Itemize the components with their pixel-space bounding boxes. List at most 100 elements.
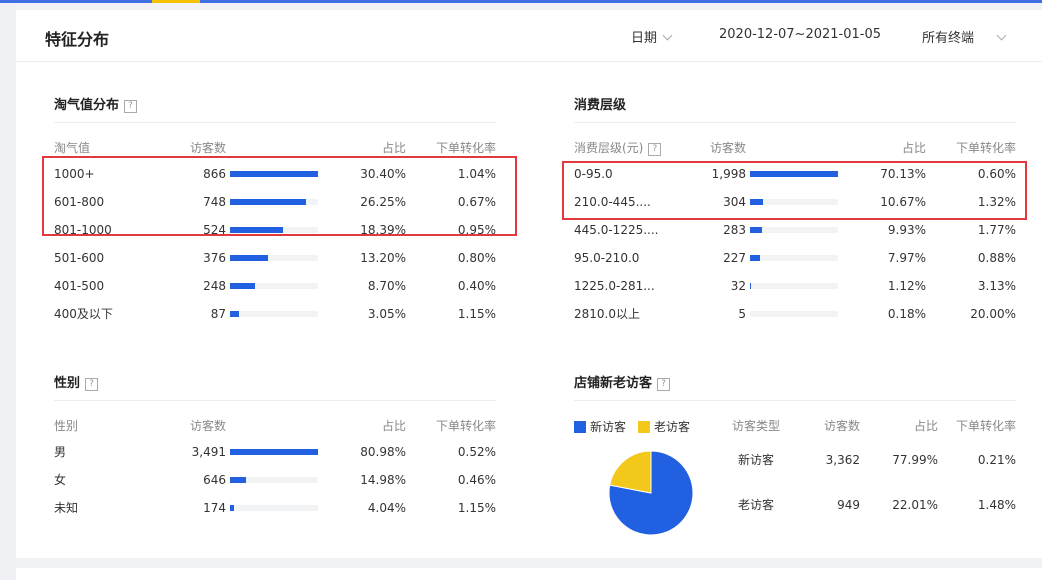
highlight-box-consumption [562, 161, 1027, 220]
help-icon[interactable]: ? [657, 378, 671, 391]
row-label: 女 [54, 473, 67, 487]
row-visitors: 227 [723, 251, 746, 265]
visitor-bar-fill [750, 255, 760, 261]
column-header: 访客类型 [732, 419, 781, 433]
row-visitors: 1,998 [711, 167, 746, 181]
row-share: 70.13% [880, 167, 926, 181]
section-title-text: 淘气值分布 [54, 98, 120, 113]
table-row[interactable]: 401-500 248 8.70% 0.40% [54, 272, 496, 300]
row-share: 26.25% [360, 195, 406, 209]
row-label: 210.0-445.... [574, 195, 651, 209]
top-accent-bar [0, 0, 1042, 3]
table-row[interactable]: 未知 174 4.04% 1.15% [54, 494, 496, 522]
table-row[interactable]: 601-800 748 26.25% 0.67% [54, 188, 496, 216]
table-row[interactable]: 210.0-445.... 304 10.67% 1.32% [574, 188, 1016, 216]
visitor-bar-track [230, 255, 318, 261]
row-conversion: 0.95% [457, 223, 496, 237]
table-row[interactable]: 女 646 14.98% 0.46% [54, 466, 496, 494]
consumption-section: 消费层级 消费层级(元)? 访客数 占比 下单转化率 0-95.0 1,998 70… [574, 94, 1016, 334]
row-visitors: 949 [837, 498, 860, 512]
help-icon[interactable]: ? [85, 378, 99, 391]
column-header: 淘气值 [54, 141, 91, 155]
row-conversion: 0.52% [457, 445, 496, 459]
table-row[interactable]: 0-95.0 1,998 70.13% 0.60% [574, 160, 1016, 188]
section-title-text: 性别 [54, 376, 81, 391]
row-label: 0-95.0 [574, 167, 613, 181]
visitor-pie-chart [608, 450, 694, 536]
row-visitors: 748 [203, 195, 226, 209]
date-range-picker[interactable]: 2020-12-07~2021-01-05 [719, 27, 881, 42]
row-label: 新访客 [738, 453, 775, 467]
table-row[interactable]: 老访客 949 22.01% 1.48% [574, 491, 1016, 519]
help-icon[interactable]: ? [648, 143, 662, 156]
row-share: 22.01% [892, 498, 938, 512]
table-row[interactable]: 1000+ 866 30.40% 1.04% [54, 160, 496, 188]
column-header: 占比 [901, 141, 926, 155]
section-divider [574, 122, 1016, 123]
chevron-down-icon [996, 30, 1007, 41]
visitor-bar-fill [230, 227, 283, 233]
row-visitors: 376 [203, 251, 226, 265]
date-filter-label: 日期 [631, 31, 658, 46]
date-filter-dropdown[interactable]: 日期 [631, 27, 673, 46]
row-visitors: 3,362 [825, 453, 860, 467]
legend-item-new[interactable]: 新访客 [574, 418, 626, 435]
row-conversion: 1.15% [457, 307, 496, 321]
table-row[interactable]: 1225.0-281... 32 1.12% 3.13% [574, 272, 1016, 300]
row-share: 3.05% [367, 307, 406, 321]
visitor-bar-fill [750, 283, 751, 289]
table-row[interactable]: 501-600 376 13.20% 0.80% [54, 244, 496, 272]
legend-item-old[interactable]: 老访客 [638, 418, 690, 435]
row-share: 9.93% [887, 223, 926, 237]
visitor-bar-track [230, 227, 318, 233]
column-header: 占比 [381, 419, 406, 433]
row-conversion: 1.32% [977, 195, 1016, 209]
table-row[interactable]: 新访客 3,362 77.99% 0.21% [574, 446, 1016, 474]
row-visitors: 524 [203, 223, 226, 237]
row-conversion: 1.04% [457, 167, 496, 181]
row-conversion: 20.00% [970, 307, 1016, 321]
section-title: 消费层级 [574, 98, 627, 113]
visitor-bar-fill [230, 199, 306, 205]
visitor-bar-fill [750, 227, 762, 233]
page-title: 特征分布 [45, 30, 110, 49]
table-row[interactable]: 445.0-1225.... 283 9.93% 1.77% [574, 216, 1016, 244]
table-row[interactable]: 400及以下 87 3.05% 1.15% [54, 300, 496, 328]
visitor-bar-track [750, 283, 838, 289]
table-row[interactable]: 801-1000 524 18.39% 0.95% [54, 216, 496, 244]
row-conversion: 0.40% [457, 279, 496, 293]
terminal-filter-dropdown[interactable]: 所有终端 [922, 27, 1007, 46]
row-share: 1.12% [887, 279, 926, 293]
row-conversion: 0.21% [977, 453, 1016, 467]
row-conversion: 0.80% [457, 251, 496, 265]
row-label: 男 [54, 445, 67, 459]
visitor-bar-fill [230, 505, 234, 511]
row-label: 445.0-1225.... [574, 223, 659, 237]
row-share: 10.67% [880, 195, 926, 209]
help-icon[interactable]: ? [124, 100, 138, 113]
row-label: 1225.0-281... [574, 279, 655, 293]
section-title: 淘气值分布? [54, 94, 138, 113]
visitor-bar-track [750, 311, 838, 317]
table-row[interactable]: 男 3,491 80.98% 0.52% [54, 438, 496, 466]
row-share: 8.70% [367, 279, 406, 293]
row-share: 30.40% [360, 167, 406, 181]
section-divider [54, 400, 496, 401]
row-conversion: 0.60% [977, 167, 1016, 181]
column-header-text: 消费层级(元) [574, 141, 644, 155]
row-label: 未知 [54, 501, 79, 515]
row-share: 13.20% [360, 251, 406, 265]
visitor-bar-fill [230, 255, 268, 261]
pie-slice-old-visitors[interactable] [609, 450, 652, 494]
table-row[interactable]: 95.0-210.0 227 7.97% 0.88% [574, 244, 1016, 272]
table-row[interactable]: 2810.0以上 5 0.18% 20.00% [574, 300, 1016, 328]
column-header: 消费层级(元)? [574, 139, 662, 156]
gender-section: 性别? 性别 访客数 占比 下单转化率 男 3,491 80.98% 0.52% 女 64… [54, 372, 496, 532]
visitor-bar-fill [750, 199, 763, 205]
row-visitors: 283 [723, 223, 746, 237]
row-conversion: 3.13% [977, 279, 1016, 293]
legend-label: 老访客 [654, 420, 691, 434]
section-title-text: 店铺新老访客 [574, 376, 653, 391]
visitor-bar-track [230, 449, 318, 455]
visitor-bar-fill [230, 477, 246, 483]
